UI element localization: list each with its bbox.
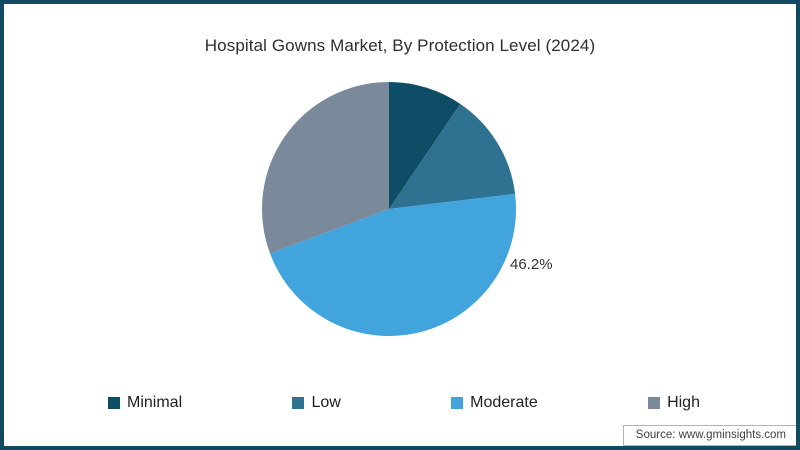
minimal-swatch-icon <box>108 397 120 409</box>
moderate-swatch-icon <box>451 397 464 409</box>
legend-label-moderate: Moderate <box>470 394 538 411</box>
legend: Minimal Low Moderate High <box>108 394 700 412</box>
chart-title: Hospital Gowns Market, By Protection Lev… <box>204 36 596 55</box>
high-swatch-icon <box>648 397 661 409</box>
legend-item-high: High <box>648 394 700 412</box>
legend-item-moderate: Moderate <box>451 394 538 412</box>
pie-slice-moderate <box>270 193 517 337</box>
pie-slice-low <box>389 103 516 209</box>
pie-chart <box>261 81 517 337</box>
legend-item-minimal: Minimal <box>108 394 182 412</box>
pie-slice-high <box>262 82 389 254</box>
legend-label-low: Low <box>311 394 341 411</box>
legend-item-low: Low <box>292 394 341 412</box>
low-swatch-icon <box>292 397 305 409</box>
legend-label-high: High <box>667 394 700 411</box>
legend-label-minimal: Minimal <box>127 394 183 411</box>
moderate-slice-data-label: 46.2% <box>510 256 553 273</box>
pie-chart-svg <box>262 82 517 337</box>
pie-slice-minimal <box>389 82 461 209</box>
source-attribution: Source: www.gminsights.com <box>622 425 796 446</box>
